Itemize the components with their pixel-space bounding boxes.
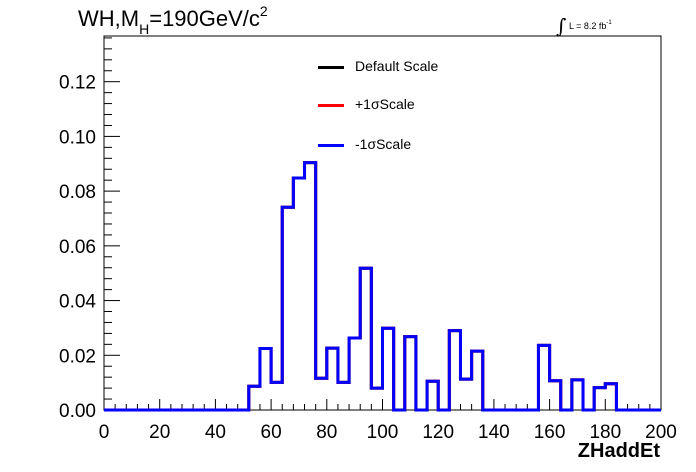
legend-swatch-default xyxy=(318,66,344,69)
x-tick-label: 0 xyxy=(99,422,110,443)
x-tick-label: 60 xyxy=(261,422,282,443)
luminosity-superscript: -1 xyxy=(606,20,612,26)
x-tick-label: 100 xyxy=(367,422,399,443)
y-tick-label: 0.06 xyxy=(59,237,96,258)
x-axis-label: ZHaddEt xyxy=(577,440,660,462)
y-tick-label: 0.08 xyxy=(59,182,96,203)
title-rest: =190GeV/c xyxy=(149,6,260,31)
y-tick-label: 0.04 xyxy=(59,292,96,313)
x-tick-label: 160 xyxy=(534,422,566,443)
x-tick-label: 20 xyxy=(149,422,170,443)
x-tick-label: 40 xyxy=(205,422,226,443)
series-group xyxy=(104,161,661,412)
chart-title: WH,MH=190GeV/c2 xyxy=(78,3,268,37)
integral-symbol: ∫ xyxy=(556,14,567,38)
y-tick-label: 0.00 xyxy=(59,401,96,422)
x-tick-label: 120 xyxy=(422,422,454,443)
legend-swatch-minus1sigma xyxy=(318,144,344,147)
x-tick-label: 140 xyxy=(478,422,510,443)
legend-label-default: Default Scale xyxy=(355,58,439,74)
x-tick-label: 180 xyxy=(589,422,621,443)
title-superscript: 2 xyxy=(259,3,268,19)
title-subscript: H xyxy=(139,21,150,37)
legend-label-minus1sigma: -1σScale xyxy=(355,136,412,152)
luminosity-text: L = 8.2 fb xyxy=(568,21,607,31)
y-tick-label: 0.12 xyxy=(59,73,96,94)
y-tick-label: 0.10 xyxy=(59,127,96,148)
axis-ticks: 0 20 40 60 80 100 120 140 160 180 200 0.00 0.02 0.04 0… xyxy=(59,37,677,443)
legend-label-plus1sigma: +1σScale xyxy=(355,96,415,112)
title-main: WH,M xyxy=(78,6,140,31)
series-line-2 xyxy=(104,161,661,412)
y-tick-label: 0.02 xyxy=(59,346,96,367)
legend-swatch-plus1sigma xyxy=(318,104,344,107)
x-tick-label: 200 xyxy=(645,422,677,443)
x-tick-label: 80 xyxy=(316,422,337,443)
luminosity-label: ∫ L = 8.2 fb-1 xyxy=(556,10,612,38)
